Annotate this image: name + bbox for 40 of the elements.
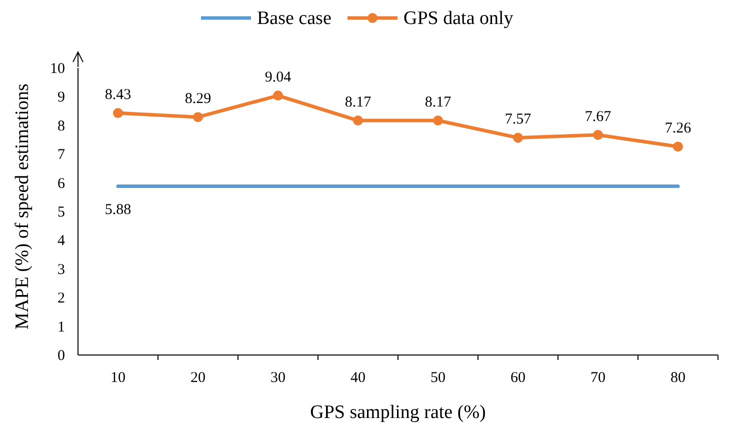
y-tick-label: 0 [58,348,65,364]
y-tick-label: 1 [58,319,65,336]
point [273,90,283,101]
x-tick-label: 80 [670,370,686,386]
x-tick-label: 60 [510,370,526,386]
point [353,116,363,126]
y-tick-label: 7 [58,147,66,164]
x-tick-label: 10 [110,370,126,386]
data-label: 8.29 [184,91,212,108]
y-tick-label: 10 [50,61,65,77]
point [673,142,683,152]
data-label: 9.04 [264,70,292,86]
point [193,112,203,122]
y-tick-label: 2 [58,290,65,307]
y-axis-title: MAPE (%) of speed estimations [12,84,33,330]
point [593,130,603,140]
legend-label: Base case [257,8,332,29]
point [433,116,443,126]
data-label: 8.17 [344,94,372,111]
y-tick-label: 5 [58,204,65,220]
x-tick-label: 50 [430,370,446,386]
legend-label: GPS data only [404,8,514,29]
data-label: 5.88 [104,202,132,218]
data-label: 8.17 [424,94,452,111]
data-label: 7.26 [664,120,692,137]
point [113,108,123,118]
point [513,132,523,143]
y-tick-label: 8 [58,118,65,134]
x-tick-label: 40 [350,370,366,386]
y-tick-label: 6 [58,176,66,192]
data-label: 8.43 [104,87,132,104]
x-axis-title: GPS sampling rate (%) [310,402,486,423]
y-tick-label: 4 [58,233,66,250]
x-tick-label: 70 [590,370,606,386]
data-label: 7.67 [584,108,612,125]
data-label: 7.57 [504,112,532,128]
y-tick-label: 9 [58,90,65,106]
x-tick-label: 30 [270,370,286,386]
y-tick-label: 3 [58,262,65,278]
x-tick-label: 20 [190,370,206,386]
